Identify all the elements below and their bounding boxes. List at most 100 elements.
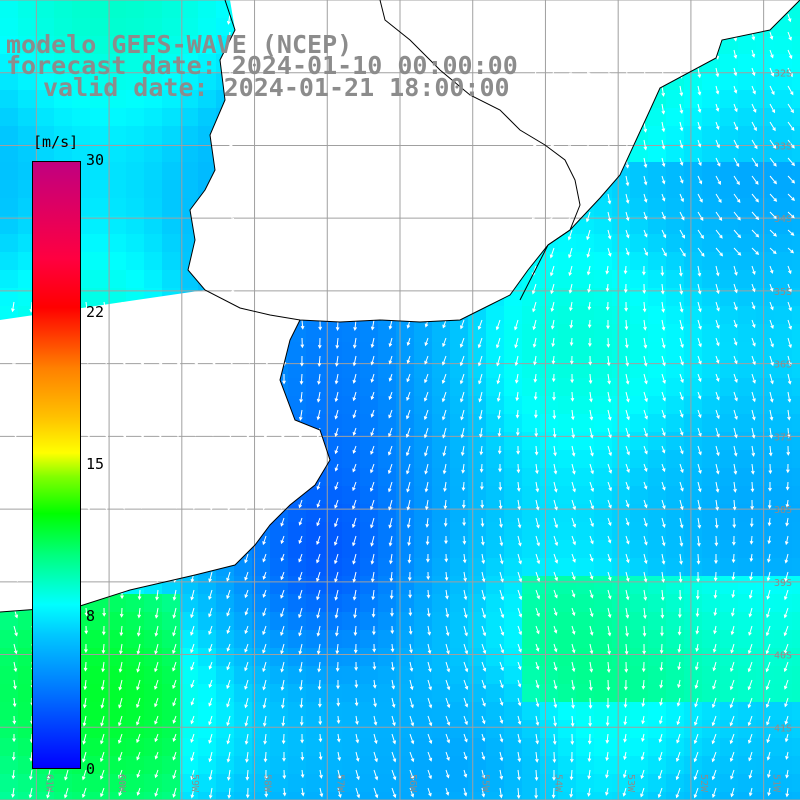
wind-arrow [733, 157, 740, 168]
wind-arrow [679, 391, 684, 401]
colorbar-tick-22: 22 [86, 303, 105, 321]
wind-speed-cell [576, 288, 594, 306]
wind-speed-cell [198, 0, 216, 18]
wind-arrow [139, 409, 145, 421]
wind-arrow [712, 661, 717, 672]
wind-arrow [281, 427, 285, 439]
wind-arrow [355, 715, 359, 725]
wind-speed-cell [450, 648, 468, 666]
wind-arrow [733, 409, 738, 421]
wind-speed-cell [738, 450, 756, 468]
wind-speed-cell [18, 702, 36, 720]
wind-arrow [587, 733, 592, 745]
wind-arrow [317, 373, 321, 385]
wind-speed-cell [594, 576, 612, 594]
wind-arrow [370, 571, 375, 583]
wind-speed-cell [702, 306, 720, 324]
wind-speed-cell [54, 0, 72, 18]
wind-arrow [495, 337, 501, 349]
wind-arrow [733, 49, 738, 59]
wind-arrow [423, 427, 429, 439]
wind-speed-cell [684, 144, 702, 162]
wind-speed-cell [396, 342, 414, 360]
wind-arrow [715, 85, 720, 95]
wind-arrow [118, 661, 123, 673]
wind-speed-cell [756, 720, 774, 738]
wind-speed-cell [756, 324, 774, 342]
wind-arrow [515, 427, 520, 437]
wind-speed-cell [288, 522, 306, 540]
wind-arrow [121, 391, 127, 403]
wind-speed-cell [630, 234, 648, 252]
wind-arrow [499, 697, 504, 706]
wind-arrow [641, 715, 645, 725]
wind-arrow [715, 445, 720, 457]
wind-speed-cell [288, 738, 306, 756]
wind-speed-cell [414, 756, 432, 774]
wind-speed-cell [360, 378, 378, 396]
wind-speed-cell [360, 414, 378, 432]
wind-speed-cell [738, 540, 756, 558]
wind-speed-cell [612, 396, 630, 414]
wind-speed-cell [180, 72, 198, 90]
wind-speed-cell [558, 648, 576, 666]
wind-arrow [552, 427, 557, 438]
wind-speed-cell [378, 576, 396, 594]
lon-label: 53W [625, 774, 636, 793]
wind-arrow [533, 67, 538, 79]
wind-speed-cell [270, 540, 288, 558]
wind-speed-cell [450, 558, 468, 576]
wind-speed-cell [612, 558, 630, 576]
wind-arrow [85, 571, 89, 582]
wind-speed-cell [216, 576, 234, 594]
wind-arrow [697, 265, 702, 277]
wind-arrow [607, 463, 612, 474]
wind-speed-cell [630, 576, 648, 594]
wind-arrow [589, 409, 594, 421]
wind-speed-cell [306, 558, 324, 576]
wind-speed-cell [198, 108, 216, 126]
wind-arrow [533, 49, 538, 61]
wind-speed-cell [738, 468, 756, 486]
wind-arrow [245, 463, 249, 475]
wind-arrow [569, 49, 573, 60]
wind-arrow [120, 535, 125, 545]
wind-arrow [172, 697, 177, 707]
wind-arrow [535, 679, 540, 689]
wind-arrow [534, 769, 539, 782]
wind-arrow [587, 769, 592, 780]
wind-speed-cell [234, 558, 252, 576]
wind-speed-cell [648, 198, 666, 216]
wind-arrow [679, 373, 684, 384]
wind-arrow [481, 697, 486, 707]
wind-speed-cell [468, 630, 486, 648]
wind-arrow [747, 715, 753, 727]
wind-arrow [514, 319, 519, 331]
wind-speed-cell [540, 396, 558, 414]
lon-label: 54W [552, 774, 563, 793]
wind-speed-cell [450, 720, 468, 738]
wind-speed-cell [0, 18, 18, 36]
wind-arrow [587, 751, 592, 763]
wind-speed-cell [378, 378, 396, 396]
wind-speed-cell [756, 414, 774, 432]
wind-speed-cell [54, 18, 72, 36]
wind-speed-cell [378, 324, 396, 342]
wind-arrow [11, 751, 16, 761]
wind-arrow [406, 517, 411, 529]
wind-speed-cell [612, 342, 630, 360]
wind-arrow [353, 643, 358, 654]
wind-arrow [607, 211, 612, 223]
wind-arrow [226, 553, 231, 565]
wind-speed-cell [270, 702, 288, 720]
wind-arrow [101, 625, 106, 636]
wind-arrow [713, 571, 718, 582]
wind-arrow [784, 733, 789, 743]
wind-speed-cell [522, 648, 540, 666]
wind-arrow [280, 607, 285, 618]
wind-speed-cell [630, 702, 648, 720]
wind-speed-cell [162, 180, 180, 198]
wind-arrow [299, 373, 304, 385]
wind-speed-cell [594, 252, 612, 270]
wind-speed-cell [792, 738, 800, 756]
